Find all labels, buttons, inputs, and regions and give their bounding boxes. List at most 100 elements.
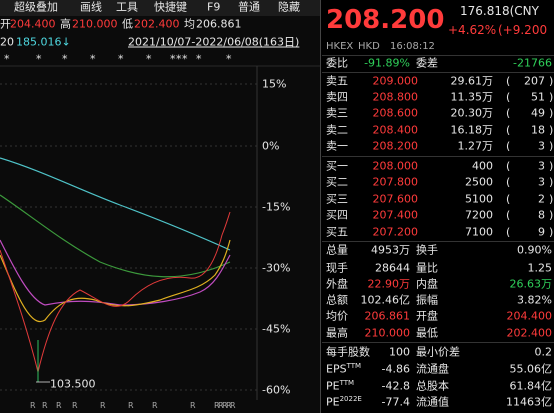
price-field: 低: [122, 17, 133, 31]
level-price: 208.800: [372, 90, 419, 104]
bottom-marker: R: [152, 401, 158, 410]
toolbar-button[interactable]: 超级叠加: [14, 0, 58, 14]
paren: (: [506, 139, 511, 153]
paren: ): [549, 192, 554, 206]
ratio-value: -91.89%: [364, 56, 410, 70]
paren: ): [549, 208, 554, 222]
bottom-marker: R: [42, 401, 48, 410]
stat-value: -4.86: [381, 362, 410, 376]
stat-value: 210.000: [364, 326, 411, 340]
toolbar-button[interactable]: 快捷键: [154, 0, 187, 14]
level-price: 207.200: [372, 225, 419, 239]
level-label: 买四: [326, 208, 348, 222]
level-volume: 7200: [465, 208, 493, 222]
level-volume: 16.18万: [450, 123, 494, 137]
event-star: *: [118, 52, 124, 66]
level-label: 卖三: [326, 106, 348, 120]
stat-value: 11463亿: [506, 395, 552, 409]
axis-label: 0%: [262, 139, 280, 153]
level-volume: 400: [472, 159, 493, 173]
diff-value: -21766: [513, 56, 552, 70]
level-label: 卖一: [326, 139, 348, 153]
level-label: 卖四: [326, 90, 348, 104]
level-price: 207.400: [372, 208, 419, 222]
paren: ): [549, 139, 554, 153]
axis-label: -45%: [262, 322, 291, 336]
toolbar-button[interactable]: 普通: [238, 0, 260, 14]
paren: ): [549, 74, 554, 88]
stat-label: 最小价差: [416, 345, 460, 359]
stat-value: 0.2: [534, 345, 553, 359]
price-field: 204.400: [10, 17, 56, 31]
paren: ): [549, 175, 554, 189]
level-count: 18: [531, 123, 545, 137]
stat-value: 22.90万: [367, 277, 411, 291]
paren: ): [549, 225, 554, 239]
stat-label: 总量: [326, 243, 348, 257]
level-volume: 20.30万: [450, 106, 494, 120]
diff-label: 委差: [416, 56, 438, 70]
stat-value: 206.861: [364, 309, 411, 323]
currency: HKD: [358, 41, 380, 52]
stat-label: PE2022E: [326, 394, 362, 409]
paren: (: [506, 90, 511, 104]
level-volume: 5100: [465, 192, 493, 206]
stat-label: 内盘: [416, 277, 438, 291]
stat-label: 每手股数: [326, 345, 370, 359]
toolbar-button[interactable]: 隐藏: [278, 0, 300, 14]
paren: (: [506, 106, 511, 120]
stat-label: 现手: [326, 261, 348, 275]
stat-value: -42.8: [381, 379, 410, 393]
level-count: 51: [531, 90, 545, 104]
bottom-marker: R: [56, 401, 62, 410]
paren: (: [506, 123, 511, 137]
level-count: 9: [538, 225, 545, 239]
axis-label: -15%: [262, 200, 291, 214]
stat-value: 100: [389, 345, 410, 359]
stat-label: EPSTTM: [326, 361, 362, 376]
level-count: 8: [538, 208, 545, 222]
bottom-marker: R: [226, 401, 232, 410]
stat-label: 换手: [416, 243, 438, 257]
bottom-marker: R: [100, 401, 106, 410]
level-count: 207: [524, 74, 545, 88]
superscript: TTM: [339, 378, 355, 387]
level-label: 买五: [326, 225, 348, 239]
event-star: *: [4, 52, 10, 66]
stat-value: 26.63万: [509, 277, 553, 291]
stat-label: 开盘: [416, 309, 438, 323]
price-field: 206.861: [196, 17, 242, 31]
toolbar-button[interactable]: 工具: [116, 0, 138, 14]
stat-label: 最低: [416, 326, 438, 340]
event-star: *: [170, 52, 176, 66]
exchange: HKEX: [326, 41, 354, 52]
toolbar-button[interactable]: F9: [207, 0, 221, 14]
time: 16:08:12: [390, 41, 435, 52]
stat-label: 流通盘: [416, 362, 449, 376]
level-price: 208.000: [372, 159, 419, 173]
level-label: 卖五: [326, 74, 348, 88]
ma-line: [0, 157, 231, 251]
toolbar-button[interactable]: 画线: [80, 0, 102, 14]
stat-label: PETTM: [326, 378, 355, 393]
level-volume: 1.27万: [457, 139, 494, 153]
change-abs: (+9.200: [498, 23, 548, 37]
stat-value: 204.400: [506, 309, 553, 323]
date-range[interactable]: 2021/10/07-2022/06/08(163日): [128, 35, 300, 49]
level-label: 卖二: [326, 123, 348, 137]
event-star: *: [90, 52, 96, 66]
price-field: 高: [60, 17, 71, 31]
level-price: 208.600: [372, 106, 419, 120]
stat-value: 1.25: [527, 261, 553, 275]
paren: ): [549, 90, 554, 104]
stat-label: 总额: [326, 293, 348, 307]
bottom-marker: R: [218, 401, 224, 410]
paren: (: [506, 208, 511, 222]
stat-label: 量比: [416, 261, 438, 275]
superscript: TTM: [346, 361, 362, 370]
stat-value: 28644: [375, 261, 410, 275]
level-label: 买三: [326, 192, 348, 206]
axis-label: -30%: [262, 261, 291, 275]
paren: ): [549, 106, 554, 120]
